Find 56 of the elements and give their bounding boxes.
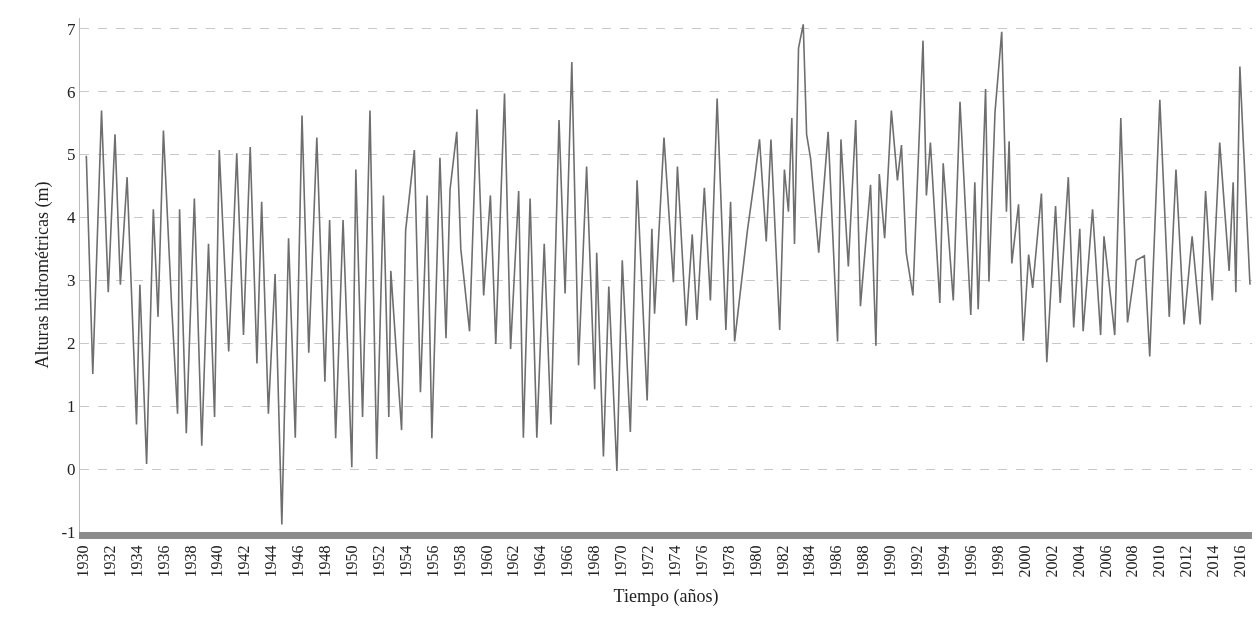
x-tick-label: 2014 xyxy=(1204,545,1222,578)
x-tick-label: 2008 xyxy=(1123,545,1141,578)
y-tick-label: 5 xyxy=(67,145,76,165)
x-tick-label: 1994 xyxy=(935,545,953,578)
y-tick-label: 2 xyxy=(67,334,76,354)
x-tick-label: 1976 xyxy=(692,545,710,578)
y-tick-label: 4 xyxy=(67,208,77,228)
x-tick-label: 1940 xyxy=(208,545,226,578)
x-tick-label: 2012 xyxy=(1177,545,1195,578)
x-tick-label: 1942 xyxy=(235,545,253,578)
x-tick-label: 2010 xyxy=(1150,545,1168,578)
x-tick-label: 1982 xyxy=(773,545,791,578)
y-tick-label: 0 xyxy=(67,460,76,480)
x-tick-label: 2000 xyxy=(1015,545,1033,578)
x-tick-label: 1962 xyxy=(504,545,522,578)
x-tick-label: 1932 xyxy=(100,545,118,578)
y-tick-label: 7 xyxy=(67,19,77,39)
x-tick-label: 1944 xyxy=(262,545,280,578)
x-tick-label: 1980 xyxy=(746,545,764,578)
x-tick-label: 1984 xyxy=(800,545,818,578)
x-tick-label: 1958 xyxy=(450,545,468,578)
x-tick-label: 2002 xyxy=(1042,545,1060,578)
x-tick-label: 1934 xyxy=(127,545,145,578)
x-tick-label: 2004 xyxy=(1069,545,1087,578)
x-axis-title: Tiempo (años) xyxy=(613,585,719,607)
x-tick-label: 1998 xyxy=(988,545,1006,578)
x-tick-label: 2006 xyxy=(1096,545,1114,578)
y-tick-label: 6 xyxy=(67,82,76,102)
x-tick-label: 1950 xyxy=(343,545,361,578)
x-tick-label: 1948 xyxy=(316,545,334,578)
x-tick-label: 1952 xyxy=(369,545,387,578)
x-tick-label: 1986 xyxy=(827,545,845,578)
y-tick-label: 1 xyxy=(67,397,76,417)
y-axis-title: Alturas hidrométricas (m) xyxy=(31,181,53,369)
x-tick-label: 1946 xyxy=(289,545,307,578)
x-tick-label: 1956 xyxy=(423,545,441,578)
y-tick-label: -1 xyxy=(61,522,76,542)
line-series xyxy=(85,23,1251,526)
x-tick-label: 1972 xyxy=(639,545,657,578)
x-tick-label: 1996 xyxy=(961,545,979,578)
x-tick-label: 1978 xyxy=(719,545,737,578)
x-tick-label: 1968 xyxy=(585,545,603,578)
x-tick-label: 1990 xyxy=(881,545,899,578)
y-tick-label: 3 xyxy=(67,271,76,291)
x-tick-label: 1988 xyxy=(854,545,872,578)
x-tick-label: 1954 xyxy=(396,545,414,578)
x-tick-label: 1970 xyxy=(612,545,630,578)
x-tick-label: 1974 xyxy=(665,545,683,578)
x-tick-label: 1964 xyxy=(531,545,549,578)
x-tick-label: 1936 xyxy=(154,545,172,578)
x-tick-label: 2016 xyxy=(1231,545,1249,578)
x-tick-label: 1960 xyxy=(477,545,495,578)
x-tick-label: 1992 xyxy=(908,545,926,578)
x-tick-label: 1938 xyxy=(181,545,199,578)
x-tick-label: 1930 xyxy=(73,545,91,578)
x-tick-label: 1966 xyxy=(558,545,576,578)
